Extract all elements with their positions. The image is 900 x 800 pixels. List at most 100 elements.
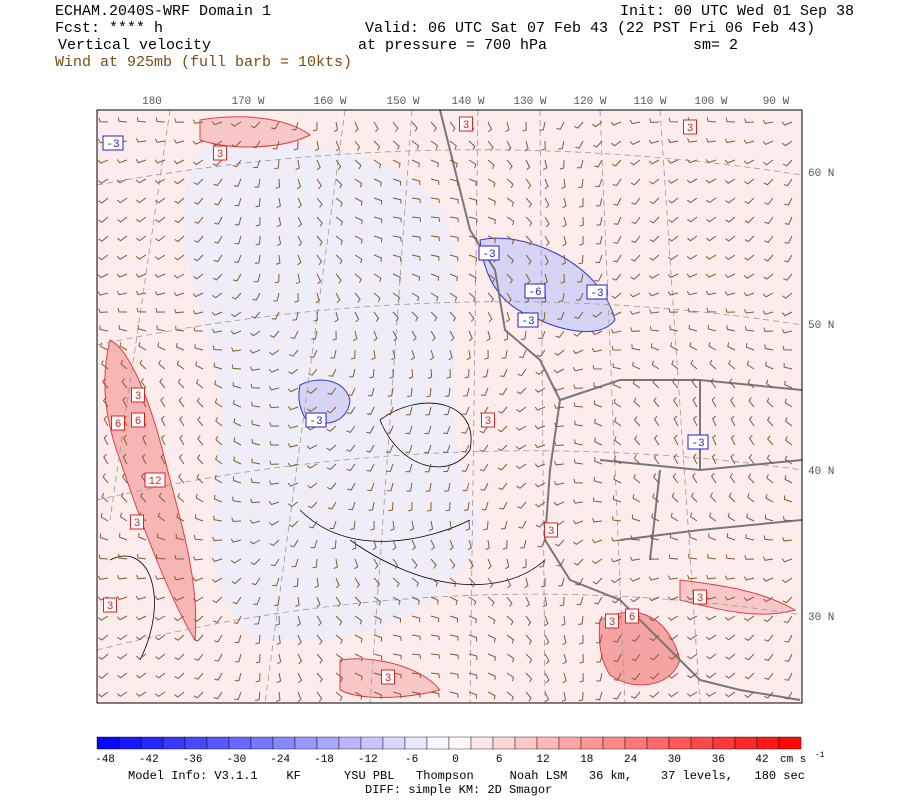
contour-label-box <box>693 589 707 605</box>
colorbar-box <box>338 736 362 750</box>
contour-label-box <box>459 116 473 132</box>
contour-label: -3 <box>521 316 534 328</box>
contour-label-box <box>144 472 166 488</box>
colorbar-label: -42 <box>139 754 159 766</box>
contour-label: -6 <box>528 287 541 299</box>
contour-label: 6 <box>629 612 636 624</box>
contour-label: -3 <box>309 416 322 428</box>
colorbar-label: -6 <box>405 754 418 766</box>
contour-label: -3 <box>691 438 704 450</box>
contour-label: 3 <box>107 601 114 613</box>
colorbar-box <box>228 736 252 750</box>
contour-label: 3 <box>609 617 616 629</box>
colorbar-label: 36 <box>712 754 725 766</box>
colorbar-box <box>96 736 120 750</box>
colorbar-label: 0 <box>452 754 459 766</box>
latitude-label: 60 N <box>808 168 834 180</box>
contour-label: 3 <box>697 593 704 605</box>
colorbar-unit-exponent: -1 <box>815 751 825 760</box>
contour-label-box <box>687 434 709 450</box>
colorbar-box <box>690 736 714 750</box>
longitude-label: 110 W <box>633 96 666 108</box>
contour-zero <box>109 402 546 661</box>
positive-area <box>199 116 311 148</box>
colorbar-label: 6 <box>496 754 503 766</box>
colorbar-box <box>316 736 340 750</box>
colorbar-box <box>382 736 406 750</box>
map-area <box>96 109 803 704</box>
init-time: Init: 00 UTC Wed 01 Sep 38 <box>620 3 854 20</box>
colorbar-box <box>206 736 230 750</box>
colorbar-box <box>470 736 494 750</box>
contour-label-box <box>524 283 546 299</box>
contour-label: -3 <box>106 139 119 151</box>
contour-label-box <box>381 669 395 685</box>
colorbar-box <box>492 736 516 750</box>
footer-diff: DIFF: simple KM: 2D Smagor <box>365 783 552 797</box>
longitude-label: 140 W <box>451 96 484 108</box>
contour-label: 12 <box>148 476 161 488</box>
colorbar-label: -12 <box>358 754 378 766</box>
longitude-label: 150 W <box>386 96 419 108</box>
contour-label: -3 <box>590 288 603 300</box>
colorbar-box <box>184 736 208 750</box>
colorbar-box <box>624 736 648 750</box>
colorbar-label: -24 <box>270 754 290 766</box>
colorbar-label: -30 <box>226 754 246 766</box>
longitude-label: 90 W <box>763 96 790 108</box>
colorbar-box <box>712 736 736 750</box>
contour-label-box <box>102 135 124 151</box>
colorbar-box <box>734 736 758 750</box>
longitude-label: 100 W <box>694 96 727 108</box>
colorbar-label: 12 <box>536 754 549 766</box>
contour-label: 6 <box>115 419 122 431</box>
contour-label: 3 <box>485 416 492 428</box>
contour-label: 3 <box>385 673 392 685</box>
longitude-label: 170 W <box>231 96 264 108</box>
contour-label-box <box>131 387 145 403</box>
contour-label-box <box>517 312 539 328</box>
colorbar-box <box>294 736 318 750</box>
colorbar-box <box>778 736 802 750</box>
colorbar-box <box>448 736 472 750</box>
contour-label-box <box>131 412 145 428</box>
contour-label-box <box>213 145 227 161</box>
colorbar-box <box>756 736 780 750</box>
colorbar-box <box>360 736 384 750</box>
latitude-label: 30 N <box>808 612 834 624</box>
forecast-hour: Fcst: **** h <box>55 20 163 37</box>
contour-label: 6 <box>135 416 142 428</box>
colorbar-label: 30 <box>668 754 681 766</box>
longitude-label: 180 <box>142 96 162 108</box>
positive-area <box>679 579 797 615</box>
colorbar-box <box>580 736 604 750</box>
latitude-label: 40 N <box>808 466 834 478</box>
title: ECHAM.2040S-WRF Domain 1 <box>55 3 271 20</box>
contour-label: 3 <box>463 120 470 132</box>
colorbar-box <box>646 736 670 750</box>
field-name: Vertical velocity <box>58 37 211 54</box>
longitude-label: 120 W <box>573 96 606 108</box>
colorbar-box <box>668 736 692 750</box>
longitude-label: 160 W <box>313 96 346 108</box>
contour-label: -3 <box>482 249 495 261</box>
colorbar-box <box>162 736 186 750</box>
contour-label-box <box>478 245 500 261</box>
colorbar-box <box>118 736 142 750</box>
contour-label-box <box>586 284 608 300</box>
valid-time: Valid: 06 UTC Sat 07 Feb 43 (22 PST Fri … <box>365 20 815 37</box>
contour-label-box <box>305 412 327 428</box>
longitude-label: 130 W <box>513 96 546 108</box>
contour-label-box <box>111 415 125 431</box>
contour-label-box <box>481 412 495 428</box>
pressure-level: at pressure = 700 hPa <box>358 37 547 54</box>
contour-label: 3 <box>687 123 694 135</box>
colorbar-box <box>250 736 274 750</box>
colorbar-label: -18 <box>314 754 334 766</box>
colorbar-box <box>426 736 450 750</box>
colorbar-box <box>602 736 626 750</box>
latitude-label: 50 N <box>808 320 834 332</box>
map-frame <box>96 109 803 704</box>
